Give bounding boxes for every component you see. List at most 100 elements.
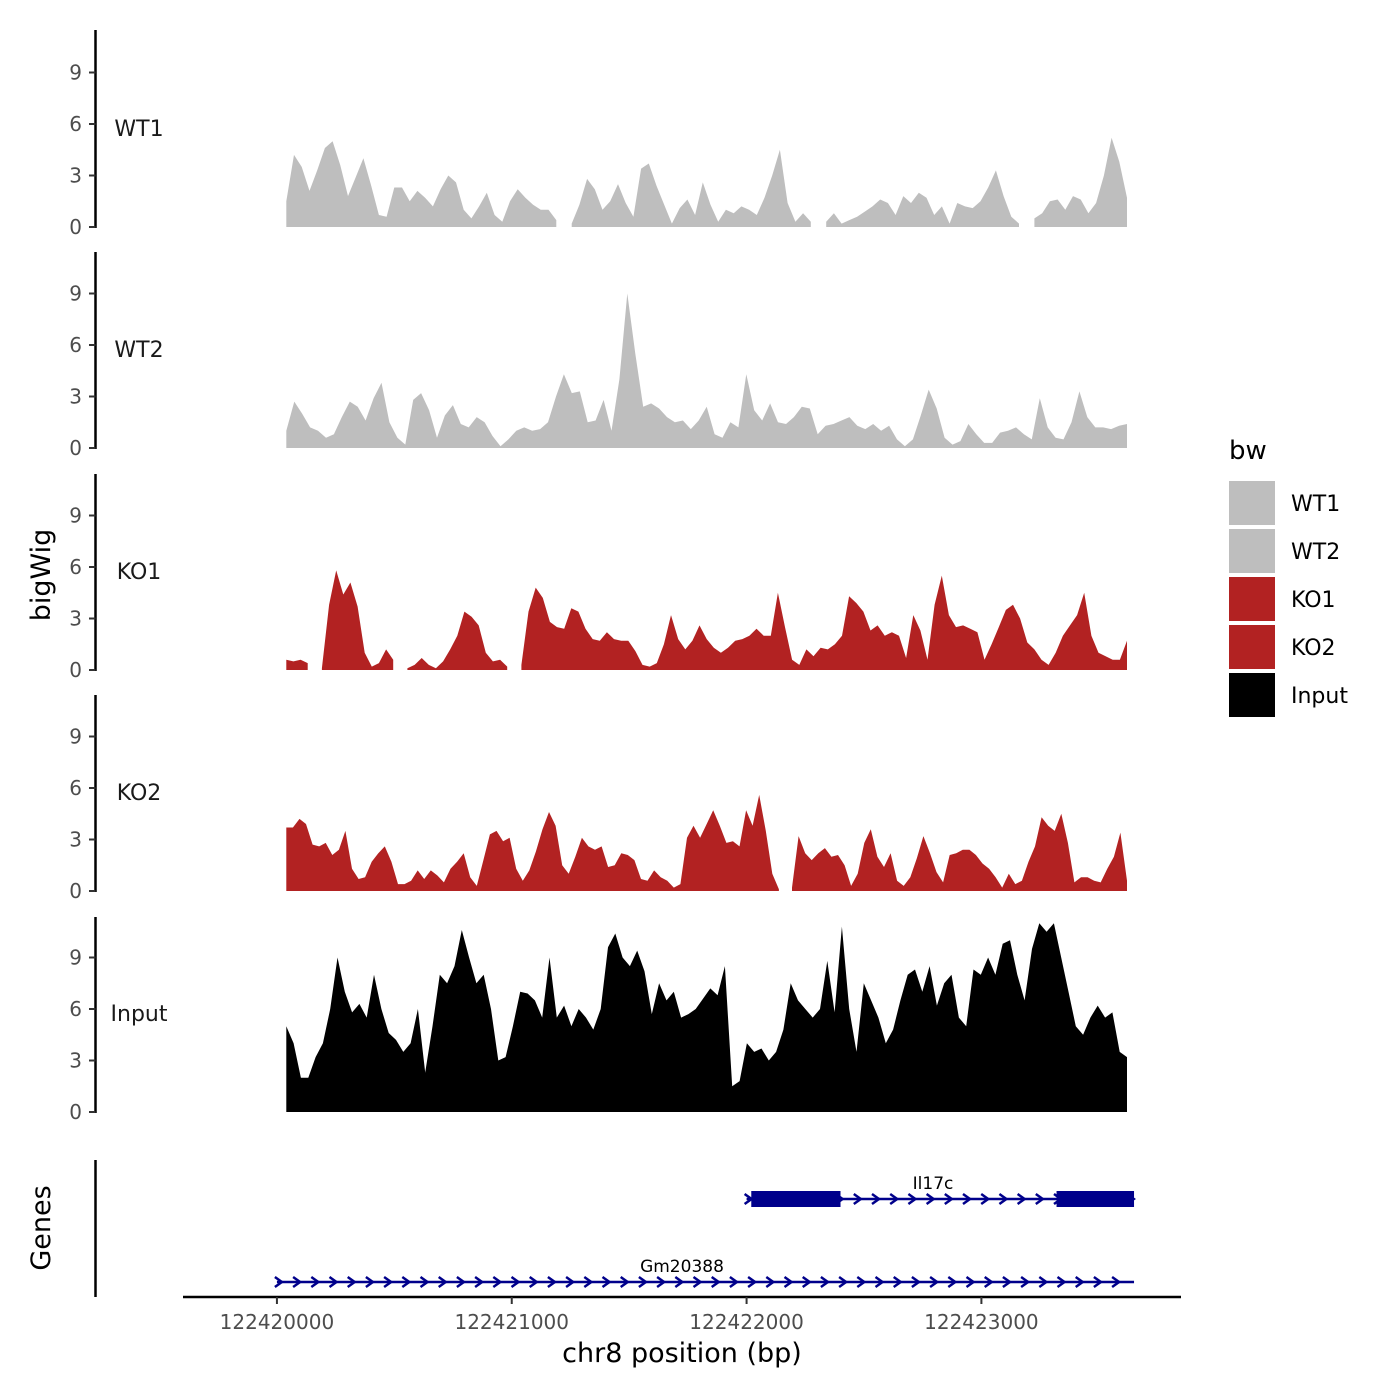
strand-arrow [765, 1275, 776, 1289]
strand-arrow [747, 1275, 758, 1289]
strand-arrow [692, 1275, 703, 1289]
area-ko1-segment [286, 659, 308, 670]
y-tick-label: 9 [69, 946, 82, 970]
strand-arrow [892, 1275, 903, 1289]
area-wt1-segment [1034, 137, 1127, 227]
strand-arrow [1038, 1275, 1049, 1289]
area-wt2-segment [286, 293, 1127, 448]
strand-arrow [944, 1192, 954, 1206]
strand-arrow [1111, 1275, 1122, 1289]
strand-arrow [456, 1275, 467, 1289]
area-wt1-segment [826, 170, 1019, 227]
area-wt1-segment [571, 149, 811, 227]
strand-arrow [383, 1275, 394, 1289]
strand-arrow [801, 1275, 812, 1289]
strand-arrow [998, 1192, 1009, 1206]
legend-label: KO2 [1291, 636, 1336, 661]
strand-arrow [907, 1192, 918, 1206]
y-tick-label: 0 [69, 879, 82, 903]
gene-models: Il17c Gm20388 [274, 1174, 1136, 1289]
legend-entry-ko1: KO1 [1229, 577, 1336, 621]
strand-arrow [328, 1275, 339, 1289]
strand-arrow [856, 1275, 867, 1289]
strand-arrow [1020, 1275, 1031, 1289]
strand-arrow [674, 1275, 685, 1289]
area-ko1-segment [521, 575, 1127, 670]
x-tick-label: 122423000 [924, 1310, 1039, 1334]
y-tick-label: 3 [69, 1049, 82, 1073]
gene-panel-y-title: Genes [26, 1185, 57, 1270]
strand-arrow [871, 1192, 882, 1206]
track-label-ko1: KO1 [117, 560, 162, 585]
y-tick-label: 0 [69, 1100, 82, 1124]
y-tick-label: 9 [69, 282, 82, 306]
y-tick-label: 6 [69, 997, 82, 1021]
strand-arrow [565, 1275, 576, 1289]
y-tick-label: 0 [69, 436, 82, 460]
x-tick-label: 122420000 [220, 1310, 335, 1334]
strand-arrow [619, 1275, 630, 1289]
legend-swatch [1229, 625, 1275, 669]
strand-arrow [274, 1275, 285, 1289]
strand-arrow [889, 1192, 900, 1206]
strand-arrow [437, 1275, 448, 1289]
track-label-wt2: WT2 [114, 338, 163, 363]
legend-label: KO1 [1291, 588, 1336, 613]
y-tick-label: 3 [69, 828, 82, 852]
track-label-wt1: WT1 [114, 117, 163, 142]
area-wt1-segment [286, 141, 557, 227]
legend-swatch [1229, 673, 1275, 717]
legend-entries: WT1 WT2 KO1 KO2 Input [1229, 481, 1348, 717]
y-tick-label: 6 [69, 333, 82, 357]
strand-arrow [528, 1275, 539, 1289]
strand-arrow [346, 1275, 357, 1289]
strand-arrow [601, 1275, 612, 1289]
strand-arrow [583, 1275, 594, 1289]
area-input-segment [286, 923, 1127, 1112]
y-tick-label: 3 [69, 607, 82, 631]
strand-arrow [980, 1192, 991, 1206]
gene-label: Il17c [913, 1174, 954, 1194]
strand-arrow [510, 1275, 521, 1289]
y-tick-label: 0 [69, 658, 82, 682]
strand-arrow [419, 1275, 430, 1289]
track-wt1: 0 3 6 9 WT1 [69, 30, 1127, 239]
area-ko2-segment [792, 813, 1127, 891]
legend-label: Input [1291, 684, 1348, 709]
strand-arrow [710, 1275, 721, 1289]
strand-arrow [962, 1192, 973, 1206]
y-tick-label: 6 [69, 776, 82, 800]
legend-entry-input: Input [1229, 673, 1348, 717]
strand-arrow [820, 1275, 831, 1289]
y-tick-label: 0 [69, 215, 82, 239]
legend-swatch [1229, 577, 1275, 621]
x-tick-label: 122421000 [454, 1310, 569, 1334]
strand-arrow [729, 1275, 740, 1289]
track-ko1: 0 3 6 9 KO1 [69, 474, 1127, 682]
track-ko2: 0 3 6 9 KO2 [69, 695, 1127, 903]
legend-label: WT1 [1291, 492, 1340, 517]
y-tick-label: 9 [69, 61, 82, 85]
y-tick-label: 6 [69, 555, 82, 579]
gene-label: Gm20388 [640, 1257, 724, 1277]
exon-block [751, 1191, 841, 1207]
track-label-input: Input [111, 1002, 168, 1027]
strand-arrow [1074, 1275, 1085, 1289]
legend-title: bw [1229, 436, 1267, 466]
strand-arrow [947, 1275, 958, 1289]
strand-arrow [925, 1192, 936, 1206]
legend-swatch [1229, 529, 1275, 573]
y-tick-label: 3 [69, 164, 82, 188]
strand-arrow [310, 1275, 321, 1289]
y-tick-label: 6 [69, 112, 82, 136]
strand-arrow [911, 1275, 922, 1289]
x-tick-label: 122422000 [689, 1310, 804, 1334]
track-label-ko2: KO2 [117, 781, 162, 806]
strand-arrow [638, 1275, 649, 1289]
strand-arrow [1016, 1192, 1027, 1206]
x-axis-ticks: 122420000 122421000 122422000 122423000 [220, 1297, 1039, 1334]
track-wt2: 0 3 6 9 WT2 [69, 252, 1127, 460]
strand-arrow [492, 1275, 503, 1289]
strand-arrow [292, 1275, 303, 1289]
